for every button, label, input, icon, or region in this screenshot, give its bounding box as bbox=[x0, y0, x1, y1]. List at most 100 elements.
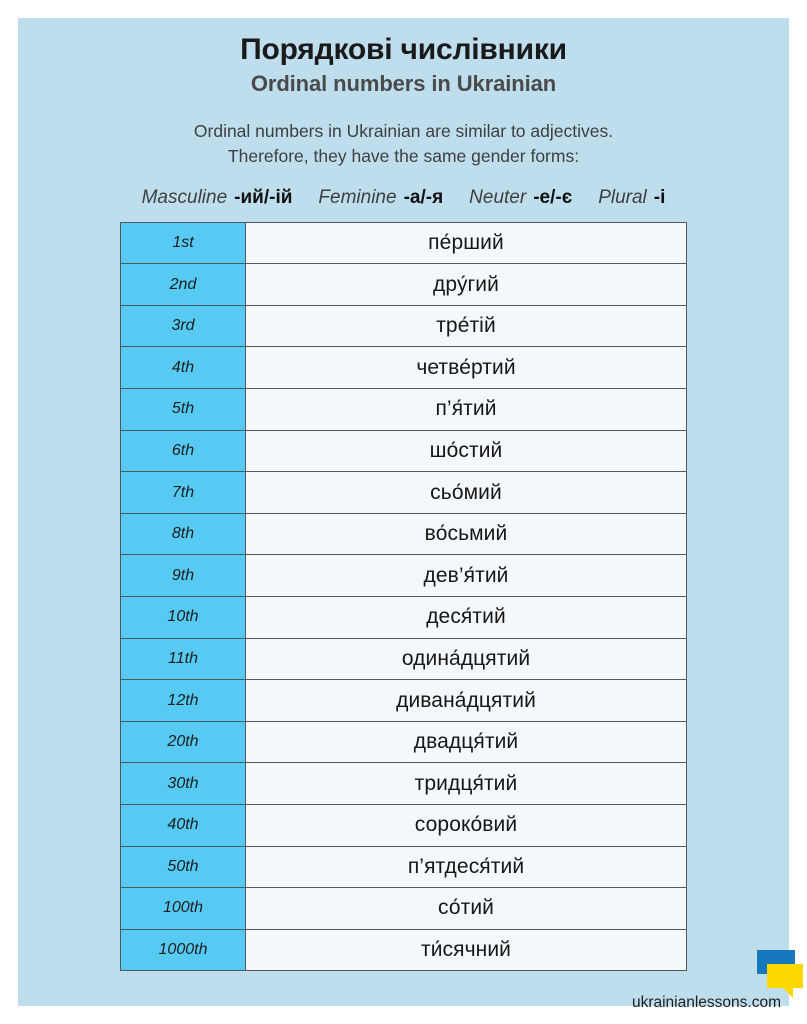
accented-vowel: е́ bbox=[439, 230, 452, 254]
ordinal-number-cell: 10th bbox=[120, 596, 246, 639]
word-part-after-accent: дцятий bbox=[460, 646, 531, 670]
ordinal-number-cell: 50th bbox=[120, 845, 246, 889]
ukrainian-word-cell: сьо́мий bbox=[245, 471, 687, 514]
infographic-card: Порядкові числівники Ordinal numbers in … bbox=[18, 18, 789, 1006]
word-part-before-accent: сь bbox=[430, 480, 452, 504]
ukrainian-word-cell: тре́тій bbox=[245, 304, 687, 348]
gender-form-masculine: Masculine -ий/-ій bbox=[142, 187, 293, 209]
ordinal-number-cell: 4th bbox=[120, 346, 246, 390]
word-part-before-accent: с bbox=[437, 896, 449, 920]
table-row: 100th со́тий bbox=[120, 887, 687, 930]
intro-line-2: Therefore, they have the same gender for… bbox=[227, 145, 580, 166]
accented-vowel: а́ bbox=[454, 688, 467, 712]
ukrainian-word-cell: четве́ртий bbox=[245, 346, 687, 390]
accented-vowel: о́ bbox=[448, 896, 461, 920]
word-part-before-accent: тр bbox=[436, 314, 458, 338]
accented-vowel: о́ bbox=[435, 522, 448, 546]
word-part-before-accent: сорок bbox=[414, 813, 471, 837]
accented-vowel: я́ bbox=[463, 563, 476, 587]
word-part-after-accent: тий bbox=[460, 896, 494, 920]
ukrainian-word-cell: дивана́дцятий bbox=[245, 679, 687, 722]
word-part-after-accent: тій bbox=[469, 314, 496, 338]
word-part-before-accent: четв bbox=[416, 355, 460, 379]
ukrainian-word-cell: сороко́вий bbox=[245, 803, 687, 847]
ukrainian-word-cell: шо́стий bbox=[245, 429, 687, 473]
word-part-before-accent: дев’ bbox=[423, 563, 464, 587]
word-part-before-accent: двадц bbox=[413, 730, 474, 754]
page-title: Порядкові числівники bbox=[240, 33, 567, 66]
intro-text: Ordinal numbers in Ukrainian are similar… bbox=[18, 119, 789, 169]
gender-form-name: Feminine bbox=[318, 186, 397, 208]
accented-vowel: о́ bbox=[451, 480, 464, 504]
word-part-after-accent: тий bbox=[483, 771, 518, 795]
ukrainian-word-cell: п’ятдеся́тий bbox=[245, 845, 687, 889]
word-part-before-accent: п bbox=[428, 230, 440, 254]
ukrainian-word-cell: деся́тий bbox=[245, 596, 687, 639]
accented-vowel: я́ bbox=[473, 730, 485, 754]
accented-vowel: я́ bbox=[479, 854, 491, 878]
ukrainian-word-cell: п’я́тий bbox=[245, 388, 687, 431]
ukrainian-word-cell: одина́дцятий bbox=[245, 637, 687, 681]
word-part-after-accent: мий bbox=[463, 480, 502, 504]
ukrainian-word-cell: дев’я́тий bbox=[245, 554, 687, 598]
accented-vowel: а́ bbox=[449, 646, 461, 670]
gender-form-ending: -е/-є bbox=[533, 186, 573, 208]
ordinal-numbers-table: 1stпе́рший2ndдру́гий3rdтре́тій4thчетве́р… bbox=[120, 221, 687, 972]
word-part-before-accent: один bbox=[401, 646, 450, 670]
word-part-before-accent: п’ятдес bbox=[407, 854, 480, 878]
ordinal-number-cell: 6th bbox=[120, 429, 246, 473]
ukrainian-word-cell: пе́рший bbox=[245, 221, 687, 265]
gender-form-ending: -ий/-ій bbox=[234, 186, 293, 208]
word-part-after-accent: тий bbox=[475, 563, 509, 587]
table-row: 2nd дру́гий bbox=[120, 263, 687, 306]
website-url: ukrainianlessons.com bbox=[631, 994, 781, 1011]
word-part-before-accent: диван bbox=[396, 688, 455, 712]
intro-line-1: Ordinal numbers in Ukrainian are similar… bbox=[193, 120, 614, 141]
word-part-after-accent: гий bbox=[467, 272, 499, 296]
ordinal-number-cell: 2nd bbox=[120, 263, 246, 306]
gender-form-neuter: Neuter -е/-є bbox=[469, 187, 572, 209]
word-part-before-accent: др bbox=[433, 272, 457, 296]
ordinal-number-cell: 1st bbox=[120, 221, 246, 265]
accented-vowel: и́ bbox=[430, 938, 443, 962]
ordinal-number-cell: 100th bbox=[120, 887, 246, 930]
word-part-before-accent: т bbox=[420, 938, 431, 962]
accented-vowel: я́ bbox=[460, 605, 473, 629]
ukrainian-word-cell: тридця́тий bbox=[245, 762, 687, 805]
ukrainian-word-cell: ти́сячний bbox=[245, 928, 687, 972]
gender-form-feminine: Feminine -а/-я bbox=[318, 187, 443, 209]
ordinal-number-cell: 1000th bbox=[120, 928, 246, 972]
ordinal-number-cell: 20th bbox=[120, 720, 246, 764]
ordinal-number-cell: 5th bbox=[120, 388, 246, 431]
gender-form-name: Masculine bbox=[141, 186, 228, 208]
accented-vowel: о́ bbox=[446, 438, 459, 462]
gender-forms-row: Masculine -ий/-ій Feminine -а/-я Neuter -е/-є… bbox=[18, 187, 789, 209]
ukrainian-word-cell: двадця́тий bbox=[245, 720, 687, 764]
word-part-after-accent: дцятий bbox=[466, 688, 536, 712]
word-part-before-accent: дес bbox=[426, 605, 461, 629]
accented-vowel: я́ bbox=[472, 771, 484, 795]
accented-vowel: о́ bbox=[470, 813, 483, 837]
gender-form-ending: -а/-я bbox=[403, 186, 444, 208]
word-part-after-accent: сьмий bbox=[447, 522, 508, 546]
word-part-before-accent: п’ bbox=[435, 397, 452, 421]
accented-vowel: у́ bbox=[456, 272, 468, 296]
word-part-after-accent: тий bbox=[463, 397, 497, 421]
word-part-after-accent: ртий bbox=[470, 355, 516, 379]
gender-form-name: Plural bbox=[598, 186, 647, 208]
ordinal-number-cell: 9th bbox=[120, 554, 246, 598]
word-part-after-accent: тий bbox=[472, 605, 506, 629]
accented-vowel: я́ bbox=[451, 397, 464, 421]
ordinal-number-cell: 8th bbox=[120, 512, 246, 556]
accented-vowel: е́ bbox=[459, 355, 471, 379]
